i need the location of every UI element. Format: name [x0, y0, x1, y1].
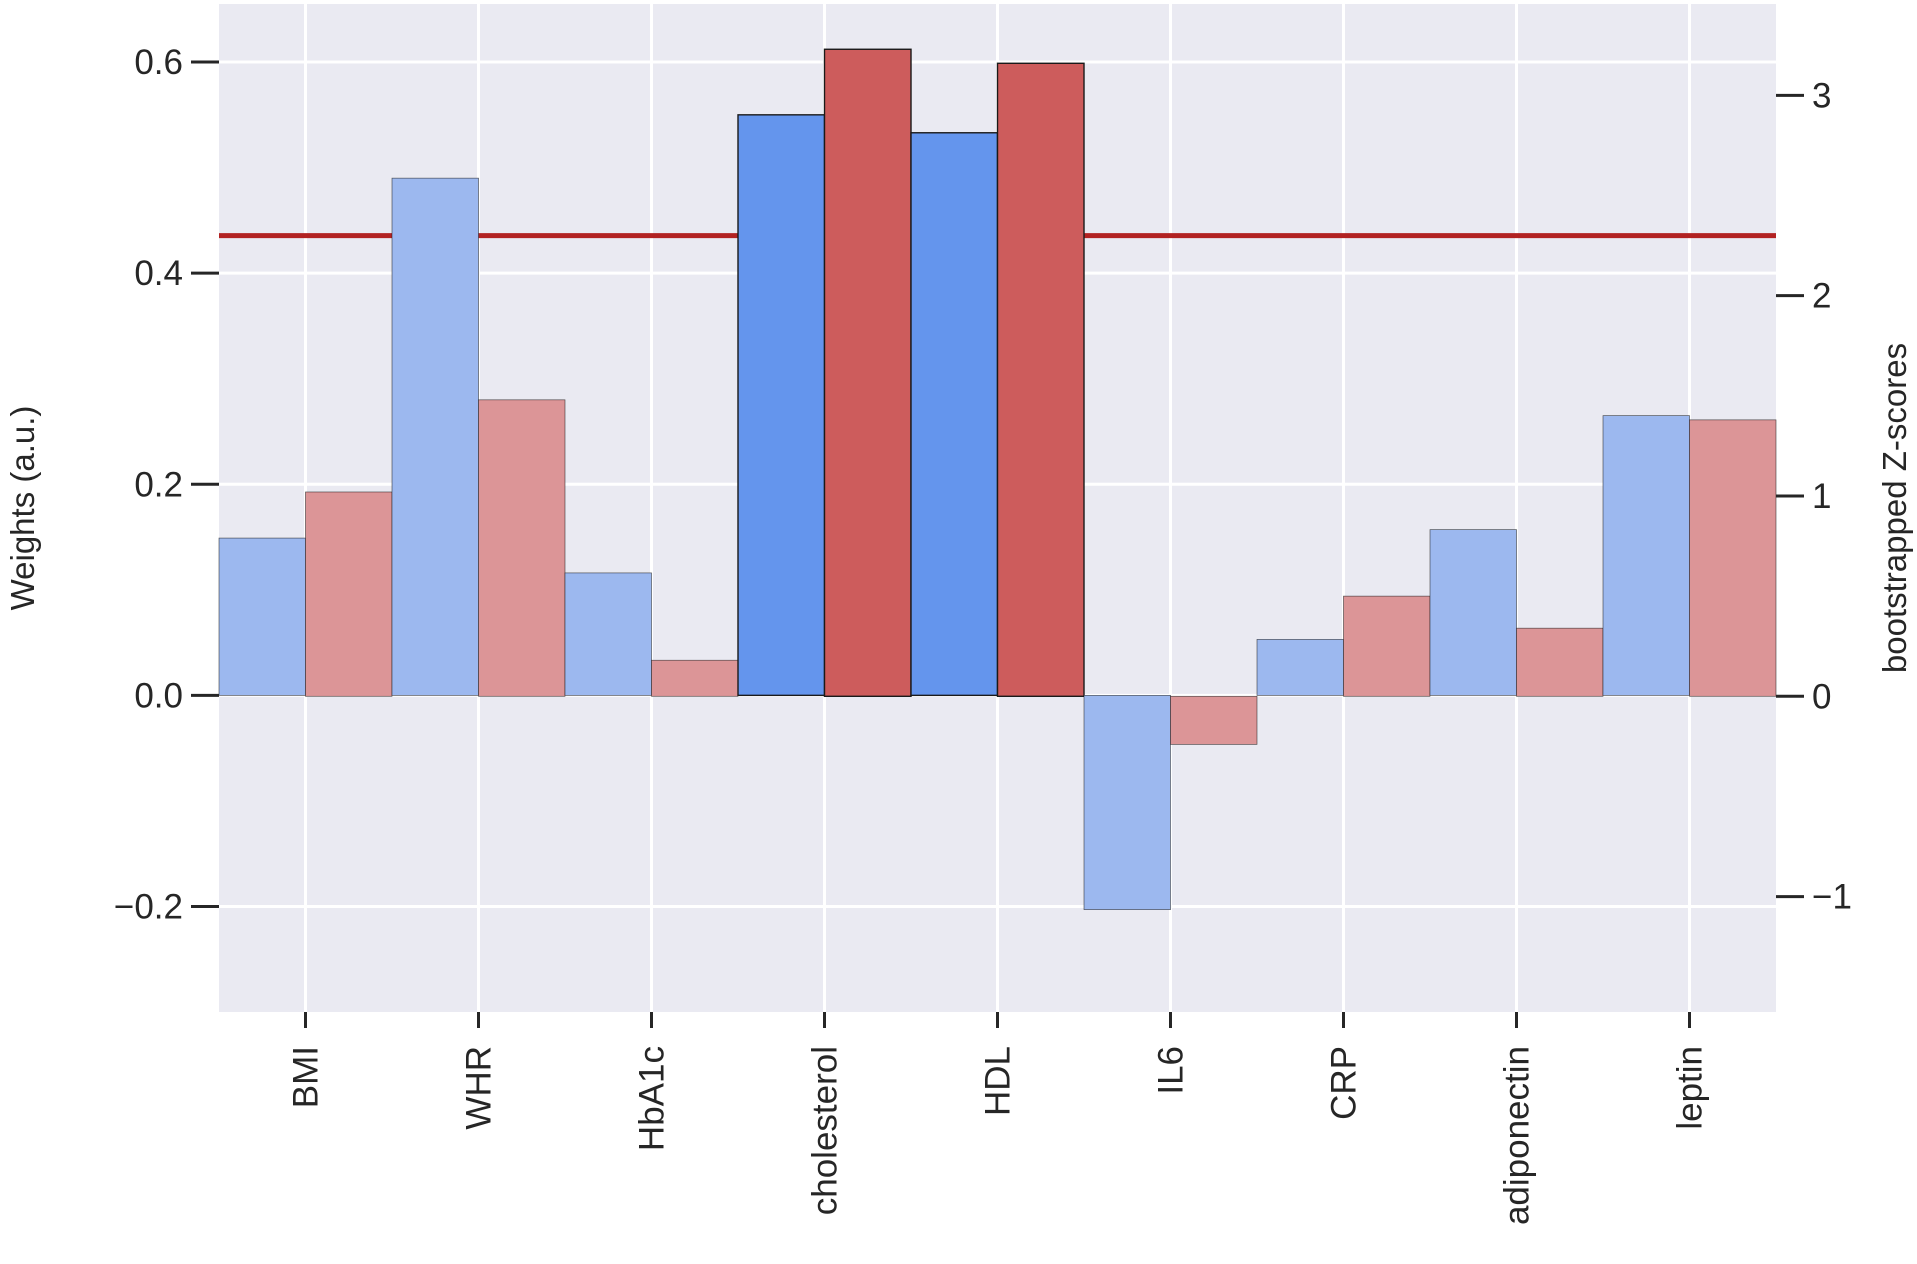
- right-tick-label: 2: [1812, 277, 1831, 316]
- bar-weight-hba1c: [564, 572, 652, 696]
- bar-zscore-leptin: [1689, 419, 1777, 697]
- x-axis: BMI WHR HbA1c cholesterol HDL IL6 CRP adiponect…: [287, 1012, 1710, 1225]
- x-tick-label-adiponectin: adiponectin: [1498, 1046, 1537, 1225]
- bar-zscore-hba1c: [651, 659, 739, 697]
- x-tick-label-cholesterol: cholesterol: [806, 1046, 845, 1215]
- left-tick-label: 0.2: [134, 465, 183, 504]
- right-axis-label: bootstrapped Z-scores: [1876, 343, 1913, 673]
- x-tick-label-hba1c: HbA1c: [633, 1046, 672, 1151]
- left-tick-label: 0.6: [134, 43, 183, 82]
- x-tick-label-bmi: BMI: [287, 1046, 326, 1108]
- right-tick-label: 0: [1812, 677, 1831, 716]
- left-tick-label: 0.4: [134, 254, 183, 293]
- x-tick-label-whr: WHR: [460, 1046, 499, 1130]
- x-tick-label-hdl: HDL: [979, 1046, 1018, 1116]
- right-tick-label: −1: [1812, 878, 1852, 917]
- bar-weight-whr: [391, 177, 479, 696]
- x-tick-label-crp: CRP: [1325, 1046, 1364, 1120]
- x-tick-label-leptin: leptin: [1671, 1046, 1710, 1130]
- bar-zscore-cholesterol: [823, 48, 912, 697]
- bar-weight-leptin: [1602, 415, 1690, 696]
- left-axis-label: Weights (a.u.): [4, 406, 41, 611]
- bar-zscore-whr: [478, 399, 566, 697]
- right-axis: −1 0 1 2 3: [1776, 76, 1852, 917]
- bar-zscore-crp: [1343, 595, 1431, 697]
- bar-weight-bmi: [218, 537, 306, 696]
- bar-weight-hdl: [910, 132, 999, 697]
- bar-zscore-adiponectin: [1516, 627, 1604, 697]
- right-tick-label: 3: [1812, 76, 1831, 115]
- bar-zscore-bmi: [305, 491, 393, 697]
- bar-weight-adiponectin: [1429, 529, 1517, 696]
- left-axis: −0.2 0.0 0.2 0.4 0.6: [114, 43, 219, 926]
- bar-weight-cholesterol: [737, 114, 826, 697]
- x-tick-label-il6: IL6: [1152, 1046, 1191, 1095]
- bars: [218, 48, 1777, 910]
- bar-weight-crp: [1256, 639, 1344, 696]
- right-tick-label: 1: [1812, 477, 1831, 516]
- bar-zscore-il6: [1170, 695, 1258, 745]
- bar-weight-il6: [1083, 695, 1171, 910]
- left-tick-label: 0.0: [134, 676, 183, 715]
- bar-zscore-hdl: [996, 62, 1085, 697]
- left-tick-label: −0.2: [114, 887, 183, 926]
